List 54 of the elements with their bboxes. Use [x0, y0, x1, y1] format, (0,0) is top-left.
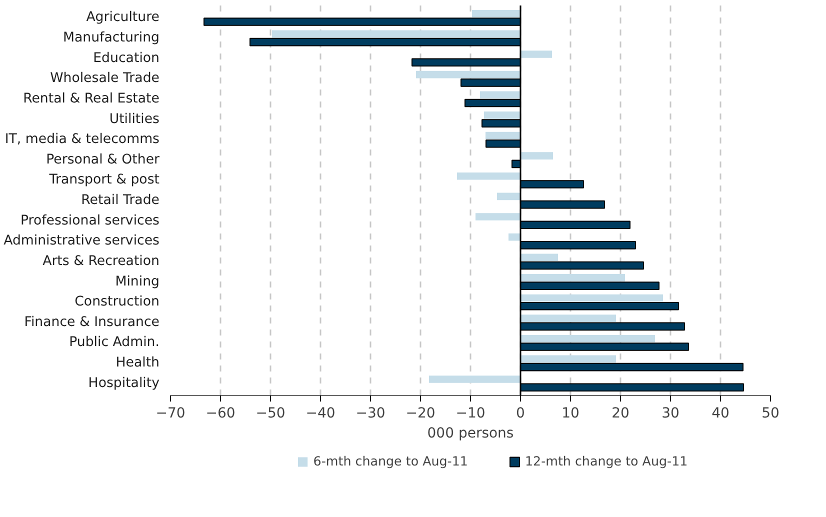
y-tick-label: Education [93, 50, 160, 66]
y-tick-label: IT, media & telecomms [4, 132, 160, 148]
y-tick-label: Finance & Insurance [24, 314, 160, 330]
bar [429, 376, 520, 383]
x-tick-label: 40 [712, 406, 730, 422]
x-tick-label: −50 [256, 406, 286, 422]
bar [520, 294, 663, 302]
bar [476, 213, 520, 220]
bar [520, 274, 625, 282]
legend-label: 12-mth change to Aug-11 [524, 454, 688, 468]
x-axis-title: 000 persons [427, 426, 514, 442]
bar [272, 30, 520, 38]
bar [480, 91, 520, 99]
bar [486, 132, 520, 140]
x-tick-label: −20 [406, 406, 436, 422]
bar [484, 112, 520, 119]
bar [520, 254, 558, 262]
bar [416, 70, 520, 78]
y-tick-label: Mining [115, 274, 160, 290]
y-tick-label: Construction [74, 294, 160, 310]
y-tick-label: Health [116, 356, 160, 370]
y-tick-label: Personal & Other [46, 152, 160, 168]
x-tick-label: −10 [456, 406, 486, 422]
bar [520, 314, 616, 322]
y-tick-label: Utilities [109, 112, 160, 127]
y-tick-label: Agriculture [86, 10, 160, 26]
bar [472, 10, 520, 18]
x-tick-label: −40 [306, 406, 336, 422]
y-tick-label: Public Admin. [69, 335, 160, 350]
y-tick-label: Hospitality [88, 376, 160, 391]
x-tick-label: 30 [662, 406, 680, 422]
y-tick-label: Manufacturing [62, 30, 160, 46]
y-tick-label: Professional services [20, 213, 160, 228]
x-tick-label: 20 [612, 406, 630, 422]
y-tick-label: Transport & post [48, 172, 160, 188]
x-tick-label: −60 [206, 406, 236, 422]
bar [457, 172, 520, 180]
legend-label: 6-mth change to Aug-11 [313, 454, 468, 468]
bar [497, 192, 520, 200]
x-tick-label: −30 [356, 406, 386, 422]
bar [520, 152, 553, 160]
y-tick-label: Administrative services [4, 234, 160, 249]
y-tick-label: Rental & Real Estate [23, 91, 160, 106]
y-tick-label: Retail Trade [81, 193, 160, 208]
x-tick-label: 0 [516, 406, 525, 422]
y-tick-label: Wholesale Trade [50, 71, 160, 86]
y-tick-label: Arts & Recreation [42, 254, 160, 269]
bar [508, 233, 520, 241]
bar [520, 355, 616, 363]
bar [520, 334, 655, 342]
x-tick-label: 50 [762, 406, 780, 422]
bar [520, 50, 552, 58]
x-tick-label: 10 [562, 406, 580, 422]
x-tick-label: −70 [156, 406, 186, 422]
